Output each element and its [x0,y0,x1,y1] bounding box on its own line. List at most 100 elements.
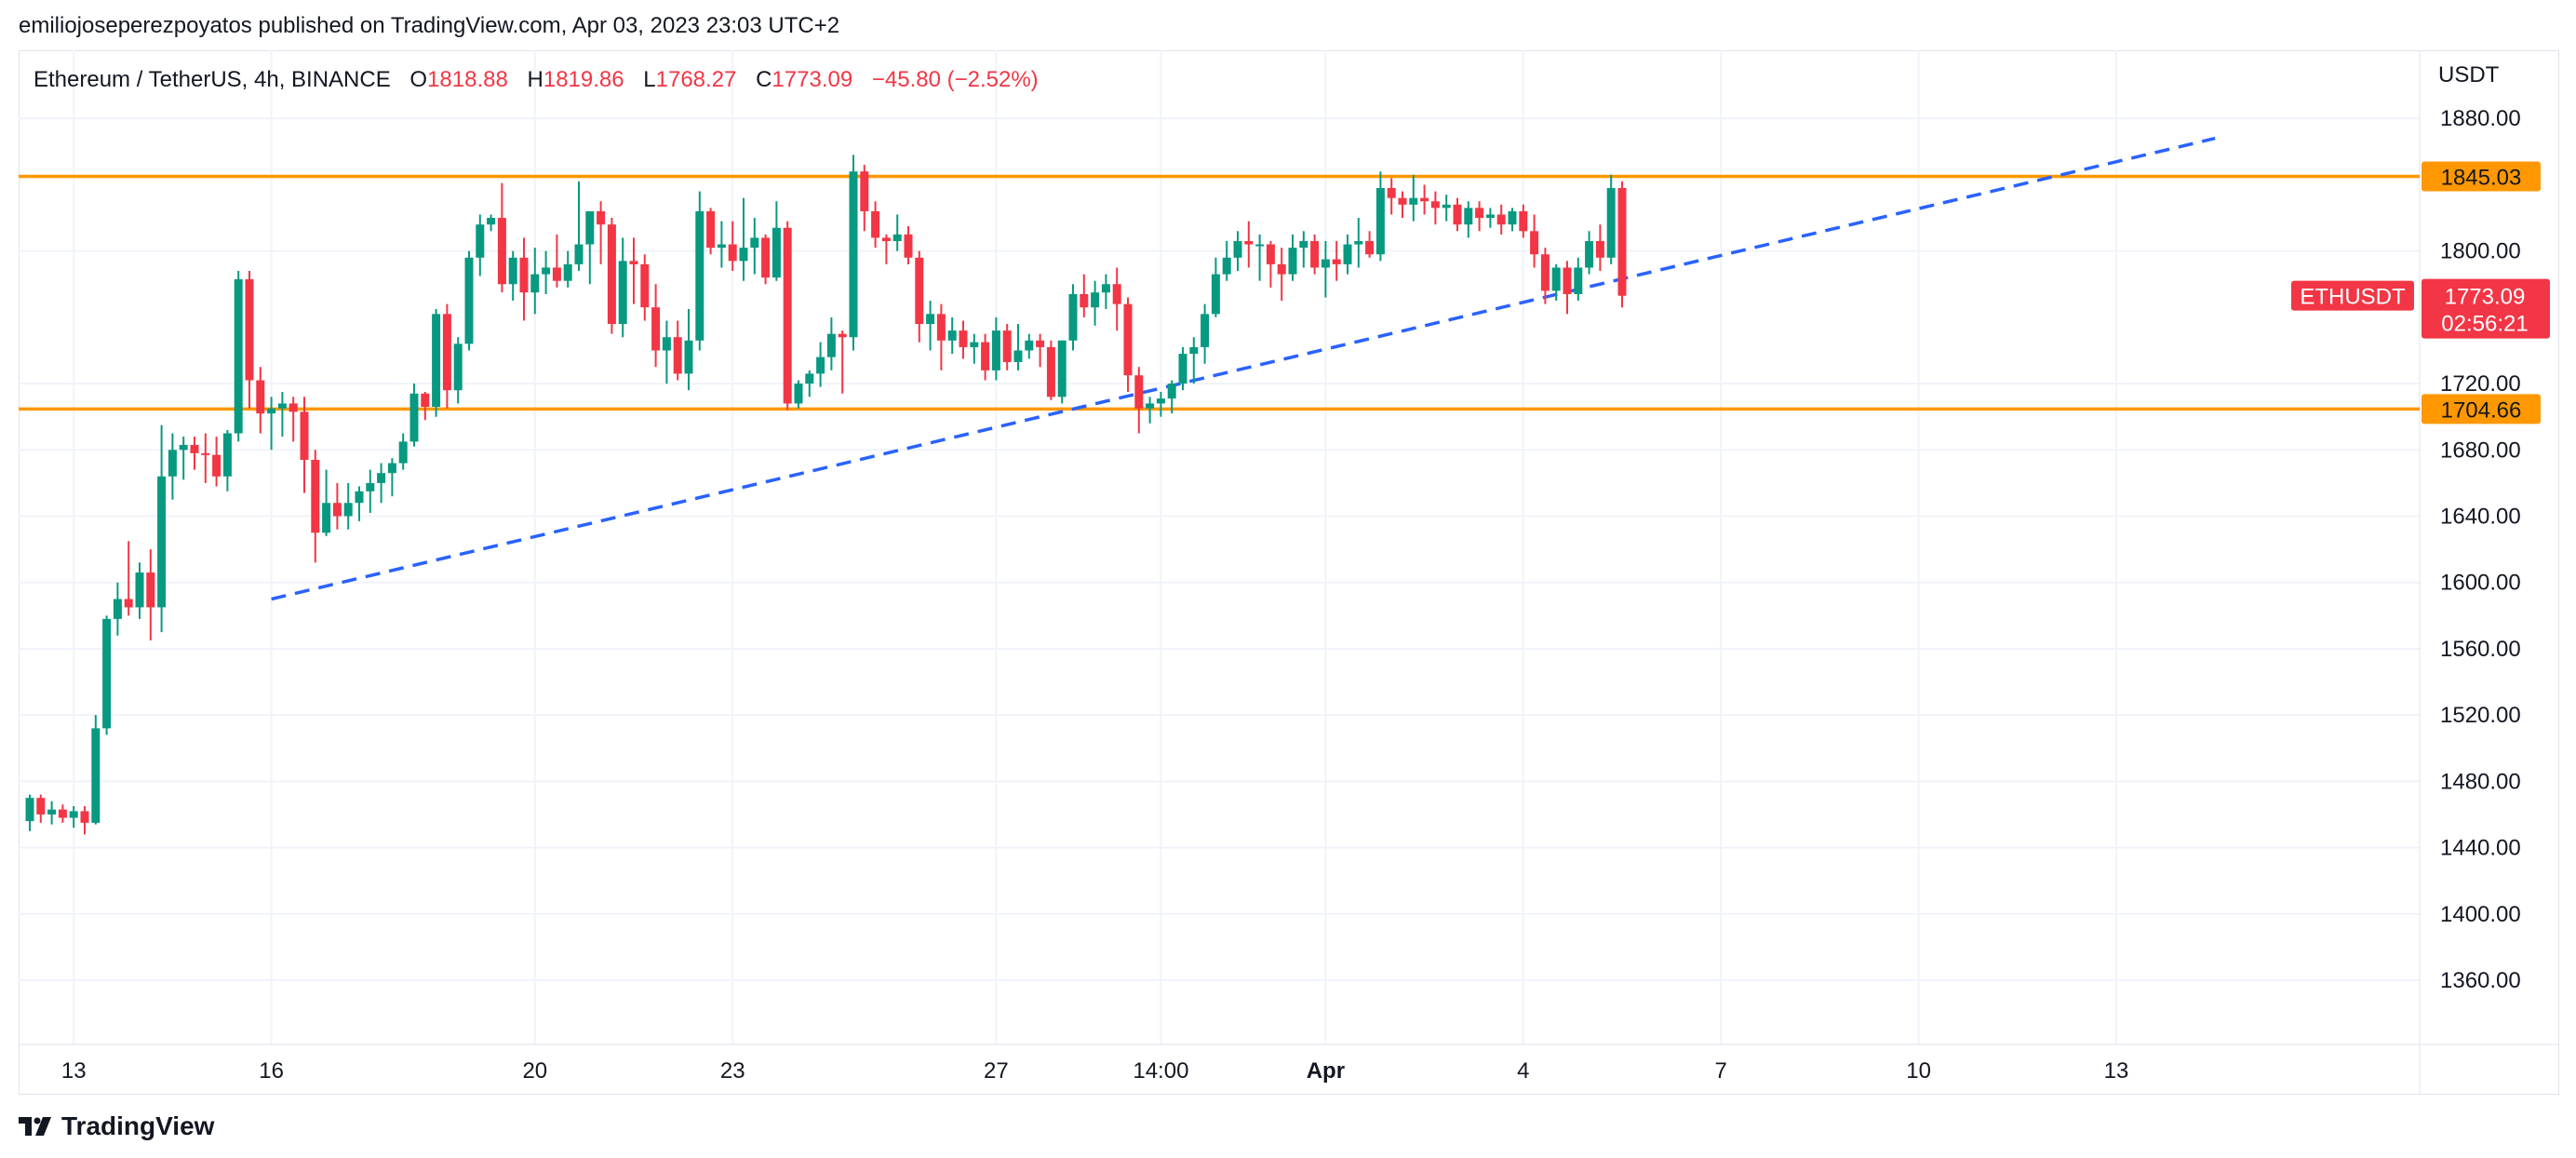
candle-body [1508,210,1517,225]
candle [1332,240,1341,281]
candle [277,391,287,438]
candle [684,308,693,391]
candle [25,794,34,831]
chart-grid [19,50,2559,1095]
trendline-group [271,136,2216,601]
close-value: 1773.09 [771,67,853,92]
candle [113,582,122,636]
candle [1025,333,1034,359]
candle-body [453,343,463,391]
candle-body [366,482,375,491]
candle-body [1146,403,1155,409]
candle [1189,337,1199,384]
candle [926,301,935,351]
candle-body [80,811,89,823]
candle [597,201,606,264]
time-tick-label: Apr [1307,1058,1345,1084]
candle-body [881,237,891,241]
candle [36,794,46,823]
candle-body [124,599,133,608]
candle [849,155,858,351]
candle-body [508,257,517,285]
candle-body [1617,188,1627,296]
candlestick-series [25,155,1627,835]
candle-body [91,728,101,823]
candle-body [1420,197,1429,202]
tradingview-brand: TradingView [61,1111,215,1140]
time-tick-label: 27 [984,1058,1009,1084]
candle [476,214,485,276]
candle-body [421,393,430,408]
candle [1321,240,1330,298]
candle-body [464,257,474,344]
tradingview-footer[interactable]: TradingView [19,1111,214,1141]
candle-body [783,227,792,404]
candle [421,391,430,421]
price-tick-label: 1720.00 [2440,371,2521,397]
price-tick-label: 1880.00 [2440,106,2521,131]
candle [794,380,803,409]
candle-body [222,433,232,477]
candle-body [300,411,309,460]
candle [91,715,101,825]
candle [574,181,584,272]
symbol-tag-label: ETHUSDT [2300,285,2406,310]
candle [695,191,704,351]
candle-body [849,171,858,338]
candle-body [1475,208,1484,219]
candle [706,208,716,255]
candle [871,201,880,249]
candle-body [1156,398,1165,404]
candle [366,469,375,513]
candle-body [256,380,265,414]
candle-body [398,441,408,464]
candle-body [1068,293,1078,341]
candle-body [1519,210,1528,232]
candle [1375,171,1385,262]
candle [1101,274,1110,309]
candle-body [904,234,913,258]
horizontal-levels [19,174,2420,411]
candle-body [1299,240,1308,249]
candle-body [1222,257,1231,275]
candle [487,214,496,232]
candle [1080,274,1089,317]
candle [651,284,661,368]
candle-body [552,267,561,281]
candle-body [1091,292,1100,308]
candle-body [146,572,155,608]
price-axis-unit: USDT [2438,62,2500,88]
candle [1013,324,1023,370]
candle-body [717,244,726,249]
candle [936,303,946,370]
candle-body [1551,267,1561,291]
candle-body [1277,263,1286,275]
candle-body [25,798,34,822]
candle-body [1167,384,1176,399]
bar-countdown-label: 02:56:21 [2441,312,2528,337]
candle [409,384,419,447]
resistance-price-tag [2422,161,2541,192]
candle [1156,391,1165,417]
candle [1091,280,1100,326]
candle [343,482,353,530]
candle-body [794,384,803,404]
chart-frame [19,50,2559,1095]
candle-body [1595,240,1604,258]
candle-body [1387,188,1396,198]
candle [1299,231,1308,268]
candle-body [662,337,671,351]
last-price-label: 1773.09 [2445,285,2526,310]
candle-body [47,809,57,815]
candle-body [1178,354,1187,384]
candle-body [1354,240,1363,245]
candle [1310,234,1320,275]
candle-body [245,278,254,381]
candle-body [432,314,441,408]
candle [1002,324,1012,370]
candle-body [267,408,276,414]
candle-body [1409,197,1418,205]
symbol-title: Ethereum / TetherUS, 4h, BINANCE [34,67,391,92]
